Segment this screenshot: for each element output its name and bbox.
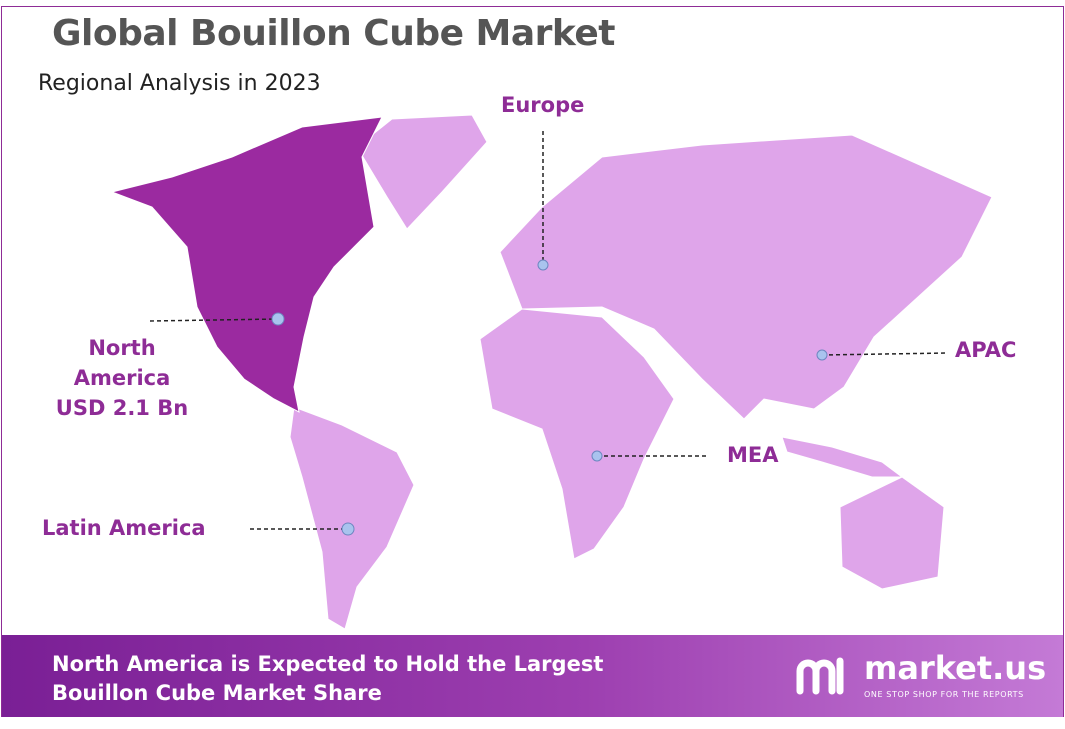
north-america bbox=[110, 116, 383, 413]
south-america bbox=[289, 406, 415, 630]
world-map bbox=[110, 114, 993, 630]
region-dot bbox=[816, 349, 828, 361]
logo-name: market.us bbox=[864, 649, 1047, 687]
leader-line bbox=[149, 318, 279, 322]
footer-text: North America is Expected to Hold the La… bbox=[52, 652, 604, 676]
page: Global Bouillon Cube Market Regional Ana… bbox=[1, 6, 1064, 717]
footer-text: Bouillon Cube Market Share bbox=[52, 681, 382, 705]
region-dot bbox=[271, 312, 285, 326]
region-dot bbox=[537, 259, 549, 271]
eurasia bbox=[499, 134, 993, 420]
region-name: North America bbox=[73, 336, 171, 390]
indonesia bbox=[781, 436, 904, 478]
region-value: USD 2.1 Bn bbox=[55, 396, 189, 420]
subtitle: Regional Analysis in 2023 bbox=[38, 71, 321, 96]
region-label: Latin America bbox=[42, 516, 206, 540]
logo-tagline: ONE STOP SHOP FOR THE REPORTS bbox=[864, 690, 1024, 699]
region-dot bbox=[341, 522, 355, 536]
region-label: Europe bbox=[501, 93, 585, 117]
leader-line bbox=[821, 352, 949, 356]
australia bbox=[839, 476, 945, 590]
footer-banner: North America is Expected to Hold the La… bbox=[2, 635, 1063, 717]
title: Global Bouillon Cube Market bbox=[52, 13, 616, 54]
logo-icon bbox=[796, 657, 844, 695]
region-label: APAC bbox=[955, 338, 1017, 362]
greenland bbox=[356, 114, 488, 230]
africa bbox=[479, 308, 675, 560]
region-dot bbox=[591, 450, 603, 462]
region-label: North America USD 2.1 Bn bbox=[42, 333, 202, 423]
region-label: MEA bbox=[727, 443, 779, 467]
